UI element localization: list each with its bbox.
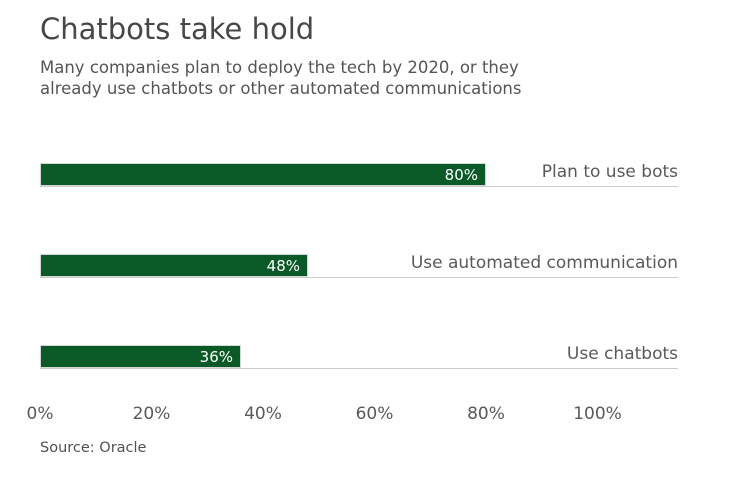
x-axis: 0% 20% 40% 60% 80% 100% [27,404,678,426]
bar-value-label: 36% [199,348,233,366]
bar-plan-to-use-bots: 80% [40,163,486,186]
chart-subtitle-line2: already use chatbots or other automated … [40,79,522,98]
bar-category-label: Plan to use bots [541,162,678,182]
bar-row-plan-to-use-bots: 80% Plan to use bots [40,162,678,187]
x-axis-tick-100: 100% [573,404,622,424]
x-axis-tick-60: 60% [355,404,394,424]
source-label: Source: Oracle [40,440,147,456]
bar-use-chatbots: 36% [40,345,241,368]
x-axis-tick-80: 80% [467,404,505,424]
chart-subtitle-line1: Many companies plan to deploy the tech b… [40,58,519,77]
bar-category-label: Use chatbots [566,344,678,364]
x-axis-tick-20: 20% [132,404,171,424]
bar-value-label: 80% [444,166,478,184]
bar-row-use-chatbots: 36% Use chatbots [40,344,678,369]
chart-subtitle: Many companies plan to deploy the tech b… [40,57,521,99]
bar-value-label: 48% [266,257,300,275]
x-axis-tick-0: 0% [26,404,54,424]
bar-use-automated-communication: 48% [40,254,308,277]
bar-category-label: Use automated communication [410,253,678,273]
chart-title: Chatbots take hold [40,12,315,46]
bar-row-use-automated-communication: 48% Use automated communication [40,253,678,278]
x-axis-tick-40: 40% [244,404,282,424]
